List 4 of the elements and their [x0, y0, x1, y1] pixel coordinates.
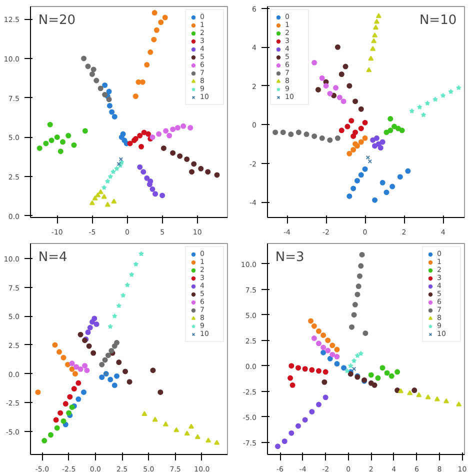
text: N=4	[38, 250, 68, 265]
text: N=10	[419, 12, 457, 28]
text: N=3	[275, 250, 304, 265]
text: N=20	[38, 12, 76, 28]
